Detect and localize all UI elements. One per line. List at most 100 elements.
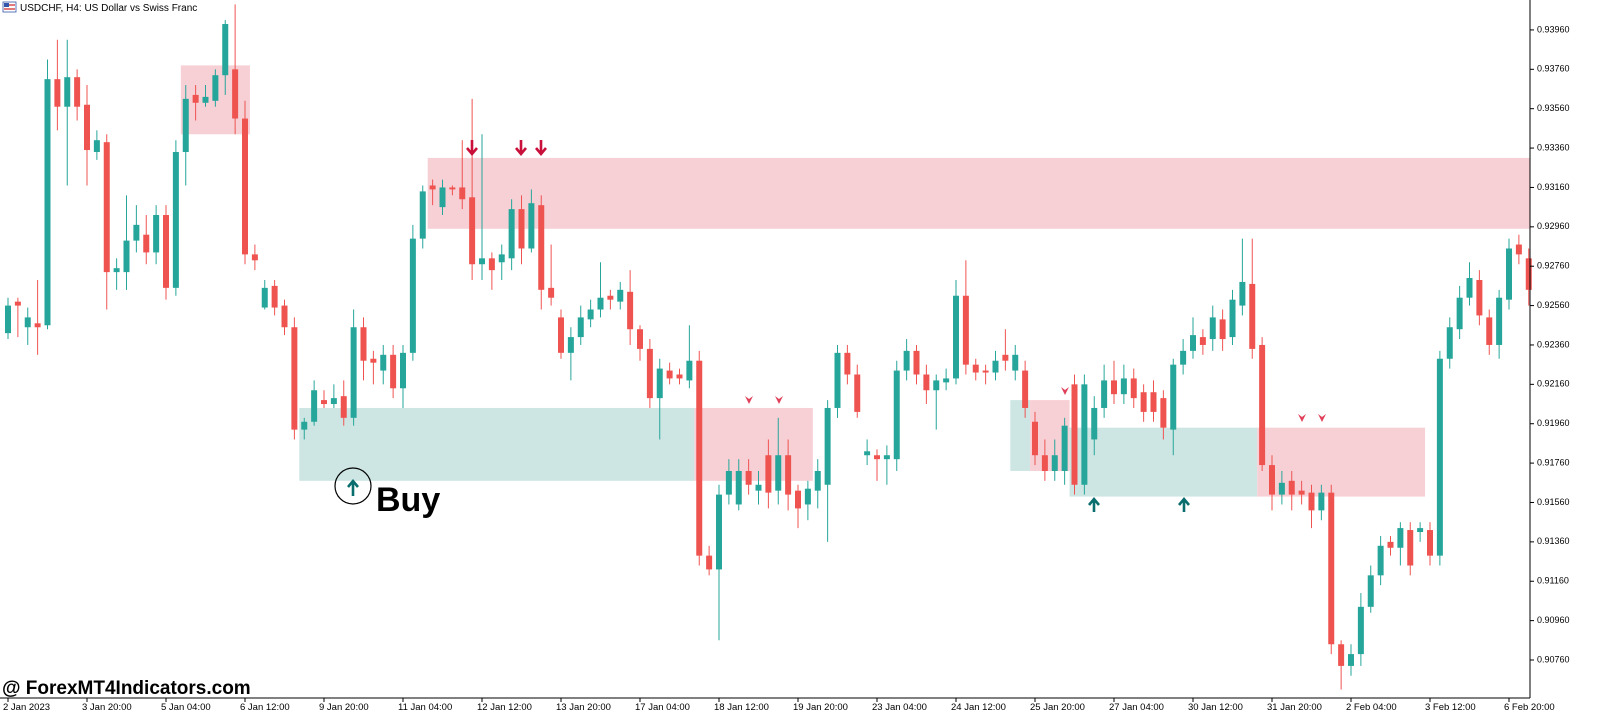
candle-body: [706, 555, 713, 570]
candle-body: [676, 374, 683, 379]
candle-body: [893, 370, 900, 460]
x-tick-label: 2 Jan 2023: [3, 702, 50, 713]
candle-body: [1209, 317, 1216, 340]
buy-arrow: [347, 478, 359, 496]
candle-body: [567, 337, 574, 353]
candle-body: [1298, 490, 1305, 495]
candle-body: [1081, 384, 1088, 485]
candle-body: [1318, 492, 1325, 511]
candle-body: [439, 187, 446, 208]
candle-body: [44, 79, 51, 326]
candle-body: [350, 327, 357, 418]
candle-body: [617, 289, 624, 302]
candle-body: [1002, 354, 1009, 361]
candle-body: [1101, 380, 1108, 408]
candle-body: [824, 407, 831, 485]
symbol-icon: [2, 1, 17, 13]
candle-body: [1199, 337, 1206, 345]
candle-body: [735, 470, 742, 505]
axes: 0.93960 0.93760 0.93560 0.93360 0.93160 0.929…: [3, 24, 1570, 713]
candle-body: [1348, 654, 1354, 666]
candle-body: [1446, 327, 1453, 359]
candle-body: [765, 455, 772, 493]
y-tick-label: 0.93960: [1537, 24, 1570, 34]
candle-body: [84, 104, 90, 151]
candle-body: [1091, 407, 1098, 440]
x-tick-label: 23 Jan 04:00: [872, 702, 927, 713]
candle-body: [1456, 297, 1463, 330]
candle-body: [627, 291, 634, 330]
candle-body: [1269, 465, 1275, 495]
candle-body: [1278, 482, 1285, 495]
candle-body: [321, 400, 327, 405]
candle-body: [409, 238, 416, 353]
candle-body: [1071, 384, 1078, 485]
candle-body: [1436, 358, 1443, 556]
candle-body: [1041, 455, 1048, 471]
candle-body: [1111, 380, 1117, 395]
candle-body: [666, 370, 673, 379]
x-tick-label: 12 Jan 12:00: [477, 702, 532, 713]
candle-body: [400, 352, 406, 389]
candle-body: [429, 185, 436, 190]
candle-body: [1427, 530, 1433, 556]
small-signal: [775, 396, 783, 404]
candle-body: [1496, 297, 1503, 345]
x-tick-label: 2 Feb 04:00: [1346, 702, 1397, 713]
x-tick-label: 17 Jan 04:00: [635, 702, 690, 713]
candle-body: [380, 354, 387, 371]
candle-body: [172, 152, 179, 288]
x-tick-label: 3 Jan 20:00: [82, 702, 132, 713]
candle-body: [558, 317, 564, 353]
watermark: @ ForexMT4Indicators.com: [2, 678, 251, 699]
candle-body: [498, 254, 505, 263]
candle-body: [370, 358, 377, 363]
chart-title: USDCHF, H4: US Dollar vs Swiss Franc: [20, 3, 197, 14]
candle-body: [646, 348, 653, 399]
candle-body: [1397, 528, 1404, 548]
candle-body: [755, 484, 762, 491]
candle-body: [883, 455, 890, 460]
small-signal: [1298, 414, 1306, 422]
zone: [1010, 400, 1031, 471]
candle-body: [844, 352, 851, 375]
small-signal: [745, 396, 753, 404]
candle-body: [716, 494, 722, 570]
candle-body: [725, 470, 732, 495]
sell-arrow: [515, 140, 527, 157]
candle-body: [192, 94, 199, 103]
candle-body: [1328, 492, 1335, 645]
candle-body: [1259, 344, 1266, 466]
candle-body: [390, 354, 397, 389]
candle-body: [449, 187, 456, 190]
candle-body: [804, 488, 811, 505]
candle-body: [1407, 530, 1414, 566]
y-tick-label: 0.92360: [1537, 339, 1570, 349]
x-tick-label: 25 Jan 20:00: [1030, 702, 1085, 713]
candle-body: [1229, 299, 1236, 338]
y-tick-label: 0.93560: [1537, 103, 1570, 113]
candle-body: [163, 215, 169, 288]
candle-body: [1160, 398, 1167, 428]
buy-arrow: [1088, 496, 1100, 512]
candle-body: [103, 142, 110, 273]
candle-body: [182, 98, 189, 153]
candle-body: [785, 455, 792, 495]
candle-body: [34, 323, 41, 328]
zones: [180, 65, 1530, 497]
candle-body: [1367, 575, 1374, 607]
buy-circle: [334, 467, 372, 505]
candle-body: [913, 350, 920, 375]
candle-body: [548, 287, 555, 298]
candle-body: [419, 191, 426, 239]
y-tick-label: 0.91960: [1537, 418, 1570, 428]
candle-body: [696, 360, 703, 556]
candle-body: [943, 378, 950, 383]
y-tick-label: 0.92960: [1537, 221, 1570, 231]
candle-body: [1338, 644, 1345, 666]
candle-body: [54, 79, 61, 107]
candle-body: [1466, 278, 1473, 298]
buy-label: Buy: [376, 481, 440, 519]
candle-body: [953, 295, 959, 379]
candle-body: [1377, 545, 1384, 576]
